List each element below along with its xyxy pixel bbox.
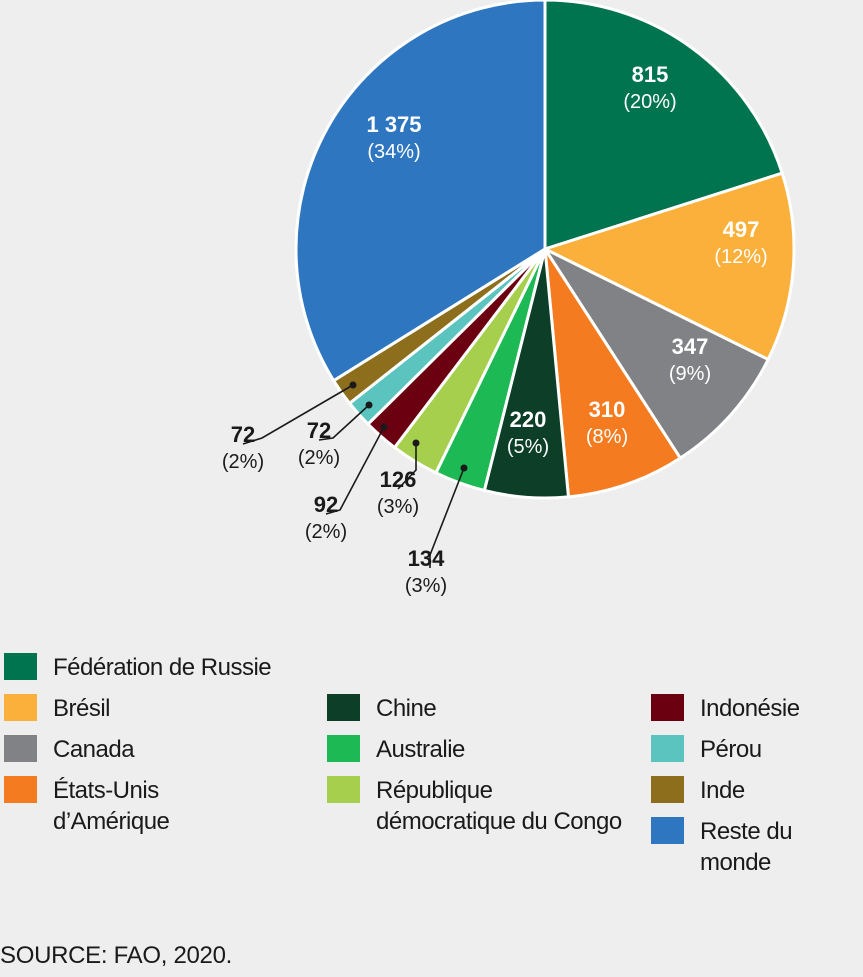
slice-value-label-5: 220: [510, 407, 547, 432]
legend-item: Indonésie: [651, 693, 800, 724]
legend-label: États-Unis d’Amérique: [53, 777, 170, 835]
slice-pct-label-5: (5%): [507, 436, 549, 458]
legend-label: Inde: [700, 777, 745, 804]
slice-pct-label-4: (8%): [586, 426, 628, 448]
slice-pct-label-7: (3%): [377, 496, 419, 518]
slice-value-label-8: 92: [314, 492, 338, 517]
leader-line-7: [397, 443, 417, 490]
slice-value-label-7: 126: [380, 467, 417, 492]
legend-item: Brésil: [4, 693, 111, 724]
legend-swatch: [651, 694, 684, 721]
legend-swatch: [4, 694, 37, 721]
legend-item: États-Unis d’Amérique: [4, 775, 170, 837]
slice-value-label-1: 815: [632, 62, 669, 87]
leader-line-6: [429, 467, 465, 568]
slice-value-label-4: 310: [589, 397, 626, 422]
legend-item: Australie: [327, 734, 465, 765]
leader-line-9: [318, 404, 370, 441]
pie-chart: 815 (20%) 497 (12%) 347 (9%) 310 (8%) 220 (5%) 134…: [222, 0, 796, 597]
slice-value-label-11: 1 375: [366, 112, 421, 137]
legend-label: Reste du monde: [700, 818, 793, 876]
legend-label: Brésil: [53, 695, 111, 722]
legend-swatch: [4, 735, 37, 762]
pie-slice-4: [543, 247, 682, 499]
legend-swatch: [4, 776, 37, 803]
leader-line-10: [242, 384, 354, 445]
leader-dot-10: [349, 381, 357, 389]
pie-slice-11: [294, 0, 547, 383]
leader-dot-6: [460, 464, 468, 472]
leader-line-8: [325, 426, 385, 515]
slice-pct-label-3: (9%): [669, 363, 711, 385]
legend-item: Canada: [4, 734, 135, 765]
slice-pct-label-6: (3%): [405, 575, 447, 597]
legend-item: République démocratique du Congo: [327, 775, 622, 837]
source-note: SOURCE: FAO, 2020.: [0, 942, 233, 969]
leader-dot-9: [365, 401, 373, 409]
leader-dot-8: [380, 423, 388, 431]
legend-label: Pérou: [700, 736, 762, 763]
legend-item: Chine: [327, 693, 437, 724]
legend-swatch: [4, 653, 37, 680]
legend-label: Australie: [376, 736, 465, 763]
slice-pct-label-8: (2%): [305, 521, 347, 543]
pie-slice-1: [543, 0, 784, 251]
slice-pct-label-2: (12%): [714, 246, 767, 268]
slice-pct-label-11: (34%): [367, 141, 420, 163]
legend-swatch: [327, 776, 360, 803]
slice-value-label-6: 134: [408, 546, 445, 571]
slice-value-label-2: 497: [723, 217, 760, 242]
legend-item: Reste du monde: [651, 816, 863, 878]
legend-label: Fédération de Russie: [53, 654, 272, 681]
legend-label: Canada: [53, 736, 135, 763]
legend-label: Indonésie: [700, 695, 800, 722]
slice-pct-label-1: (20%): [623, 91, 676, 113]
pie-slice-2: [543, 171, 796, 361]
slice-value-label-3: 347: [672, 334, 709, 359]
pie-slice-3: [543, 247, 770, 460]
slice-value-label-10: 72: [231, 422, 255, 447]
legend-item: Fédération de Russie: [4, 652, 272, 683]
legend-label: République démocratique du Congo: [376, 777, 622, 835]
leader-dot-7: [412, 439, 420, 447]
slice-pct-label-9: (2%): [298, 447, 340, 469]
legend-item: Pérou: [651, 734, 762, 765]
slice-pct-label-10: (2%): [222, 451, 264, 473]
legend-swatch: [327, 694, 360, 721]
legend-swatch: [651, 817, 684, 844]
legend-swatch: [651, 776, 684, 803]
legend-label: Chine: [376, 695, 437, 722]
slice-value-label-9: 72: [307, 418, 331, 443]
legend-swatch: [651, 735, 684, 762]
legend-item: Inde: [651, 775, 745, 806]
legend-swatch: [327, 735, 360, 762]
